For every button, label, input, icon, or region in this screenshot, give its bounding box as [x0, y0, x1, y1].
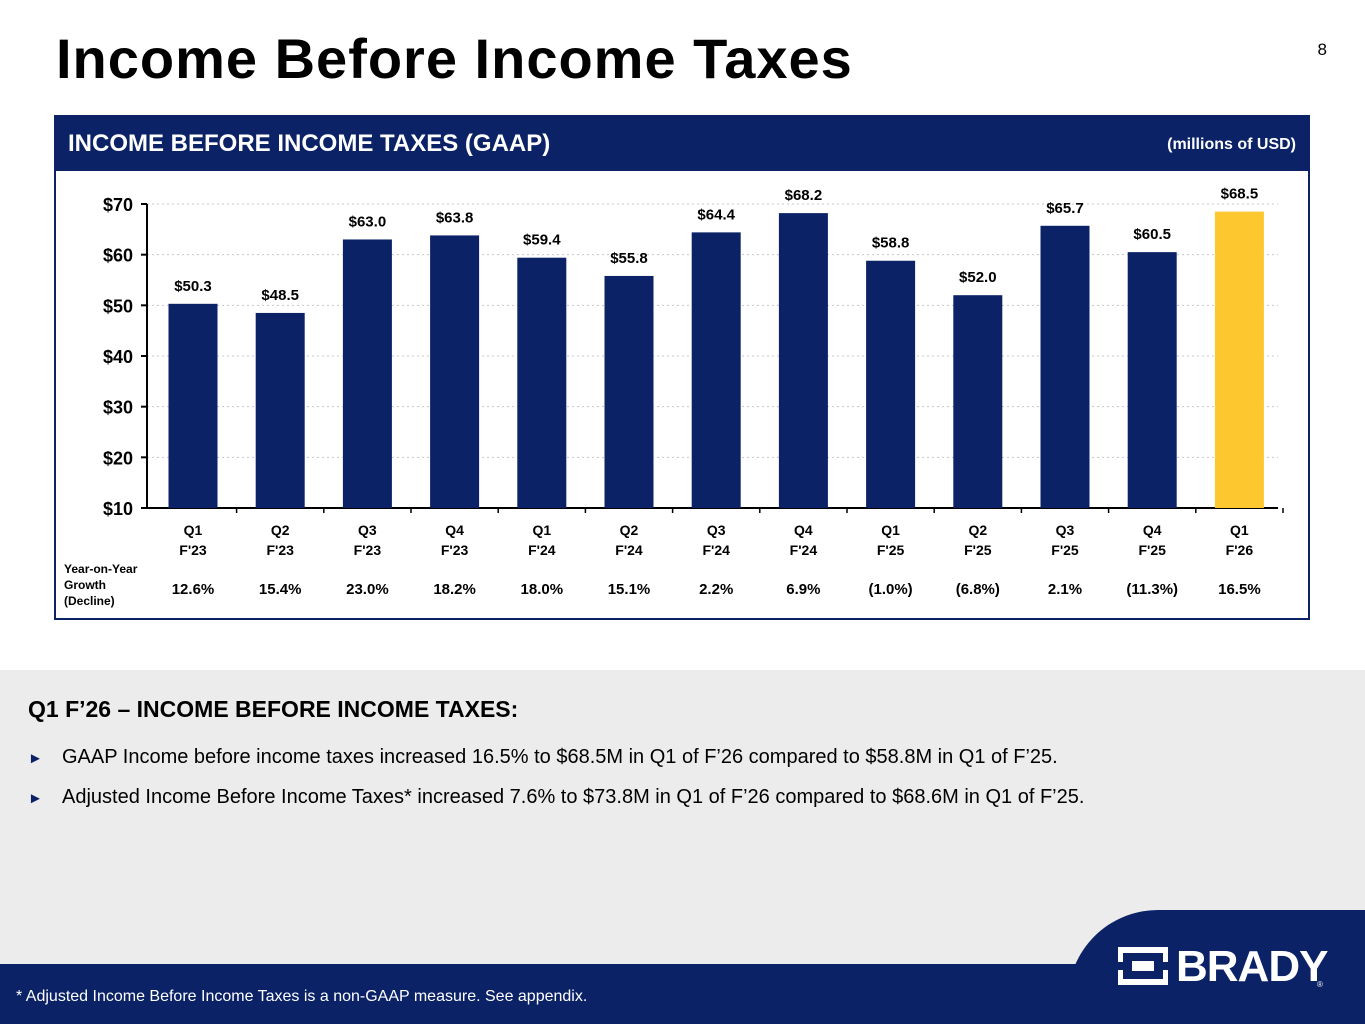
brady-logo-mark-icon — [1118, 947, 1168, 985]
growth-row-label: (Decline) — [64, 594, 115, 608]
y-tick-label: $30 — [103, 398, 133, 418]
bar — [430, 235, 480, 508]
page-number: 8 — [1317, 40, 1327, 59]
y-tick-label: $20 — [103, 448, 133, 468]
footer-note: * Adjusted Income Before Income Taxes is… — [16, 988, 588, 1005]
bar — [691, 232, 741, 508]
x-tick-label: F'23 — [354, 542, 382, 558]
x-tick-label: F'26 — [1226, 542, 1254, 558]
growth-value: 16.5% — [1218, 581, 1261, 598]
x-tick-label: Q1 — [184, 522, 203, 538]
growth-value: 23.0% — [346, 581, 389, 598]
bar — [168, 303, 218, 508]
page-title: Income Before Income Taxes — [56, 27, 853, 90]
growth-value: 15.1% — [608, 581, 651, 598]
x-tick-label: Q3 — [707, 522, 726, 538]
y-tick-label: $10 — [103, 499, 133, 519]
growth-value: (1.0%) — [869, 581, 913, 598]
bar — [604, 275, 654, 508]
data-label: $64.4 — [697, 206, 735, 223]
growth-value: 6.9% — [786, 581, 820, 598]
data-label: $48.5 — [261, 287, 299, 304]
bar — [1040, 225, 1090, 508]
bar — [1214, 211, 1264, 508]
x-tick-label: F'24 — [528, 542, 556, 558]
brady-logo: BRADY ® — [1118, 942, 1328, 991]
data-label: $55.8 — [610, 250, 648, 267]
summary-bullet-1: ► GAAP Income before income taxes increas… — [28, 746, 1058, 769]
growth-value: (11.3%) — [1126, 581, 1178, 598]
data-label: $68.5 — [1221, 186, 1259, 203]
y-tick-label: $40 — [103, 347, 133, 367]
data-label: $58.8 — [872, 235, 910, 252]
chart-title: INCOME BEFORE INCOME TAXES (GAAP) — [68, 130, 551, 157]
bar — [866, 260, 916, 508]
data-label: $65.7 — [1046, 200, 1084, 217]
x-tick-label: F'24 — [702, 542, 730, 558]
growth-value: 2.2% — [699, 581, 733, 598]
x-tick-label: F'23 — [441, 542, 469, 558]
growth-value: 18.2% — [433, 581, 476, 598]
data-label: $59.4 — [523, 232, 561, 249]
x-tick-label: F'23 — [179, 542, 207, 558]
bar — [255, 312, 305, 508]
bar-chart: $10 $20 $30 $40 $50 $60 $70 $50.3 Q1 F'23 12.6% $48… — [64, 186, 1284, 608]
growth-row-label: Year-on-Year — [64, 562, 138, 576]
x-tick-label: F'24 — [790, 542, 818, 558]
summary-bullet-2-text: Adjusted Income Before Income Taxes* inc… — [62, 786, 1085, 808]
growth-value: 18.0% — [521, 581, 564, 598]
x-tick-label: F'25 — [1138, 542, 1166, 558]
data-label: $52.0 — [959, 269, 997, 286]
x-tick-label: Q2 — [271, 522, 290, 538]
growth-value: 12.6% — [172, 581, 215, 598]
y-tick-label: $60 — [103, 246, 133, 266]
x-tick-label: Q4 — [794, 522, 813, 538]
brady-logo-text: BRADY — [1176, 942, 1328, 991]
x-tick-label: Q4 — [1143, 522, 1162, 538]
growth-value: 15.4% — [259, 581, 302, 598]
x-tick-label: F'25 — [1051, 542, 1079, 558]
data-label: $63.8 — [436, 209, 474, 226]
growth-value: 2.1% — [1048, 581, 1082, 598]
x-tick-label: F'23 — [266, 542, 294, 558]
x-tick-label: Q1 — [1230, 522, 1249, 538]
data-label: $50.3 — [174, 278, 212, 295]
x-tick-label: Q4 — [445, 522, 464, 538]
data-label: $63.0 — [349, 213, 387, 230]
summary-bullet-2: ► Adjusted Income Before Income Taxes* in… — [28, 786, 1084, 809]
y-tick-label: $70 — [103, 195, 133, 215]
chart-panel: INCOME BEFORE INCOME TAXES (GAAP) (milli… — [54, 115, 1310, 620]
x-tick-label: F'25 — [877, 542, 905, 558]
chart-units: (millions of USD) — [1167, 136, 1296, 153]
chart-panel-header: INCOME BEFORE INCOME TAXES (GAAP) (milli… — [56, 117, 1308, 171]
x-tick-label: Q3 — [358, 522, 377, 538]
registered-mark: ® — [1317, 980, 1323, 989]
bar — [517, 257, 567, 508]
data-label: $60.5 — [1133, 226, 1171, 243]
x-tick-label: Q3 — [1056, 522, 1075, 538]
bar — [342, 239, 392, 508]
summary-heading: Q1 F’26 – INCOME BEFORE INCOME TAXES: — [28, 696, 519, 722]
x-tick-label: F'24 — [615, 542, 643, 558]
triangle-right-icon: ► — [28, 790, 43, 807]
growth-row-label: Growth — [64, 578, 106, 592]
x-tick-label: Q1 — [881, 522, 900, 538]
data-label: $68.2 — [785, 187, 823, 204]
bar — [953, 295, 1003, 508]
x-tick-label: Q1 — [532, 522, 551, 538]
triangle-right-icon: ► — [28, 750, 43, 767]
y-tick-label: $50 — [103, 296, 133, 316]
x-tick-label: Q2 — [968, 522, 987, 538]
x-tick-label: Q2 — [620, 522, 639, 538]
bar — [778, 213, 828, 508]
bar — [1127, 252, 1177, 508]
summary-bullet-1-text: GAAP Income before income taxes increase… — [62, 746, 1058, 768]
x-tick-label: F'25 — [964, 542, 992, 558]
growth-value: (6.8%) — [956, 581, 1000, 598]
